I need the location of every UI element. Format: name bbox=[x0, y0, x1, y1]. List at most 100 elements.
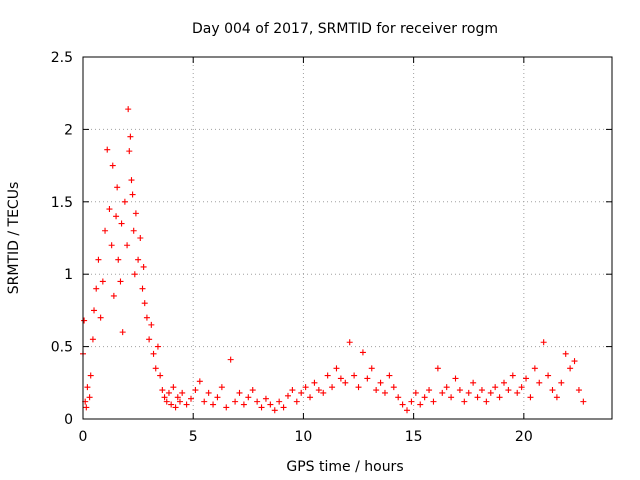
data-point bbox=[140, 263, 147, 270]
data-point bbox=[307, 394, 314, 401]
data-point bbox=[118, 220, 125, 227]
data-point bbox=[245, 394, 252, 401]
grid-lines bbox=[83, 57, 612, 419]
y-tick-label: 2 bbox=[64, 122, 73, 138]
data-point bbox=[386, 372, 393, 379]
x-tick-label: 0 bbox=[79, 429, 88, 445]
x-tick-label: 15 bbox=[405, 429, 423, 445]
data-point bbox=[359, 349, 366, 356]
data-point bbox=[390, 384, 397, 391]
data-point bbox=[159, 387, 166, 394]
data-point bbox=[210, 401, 217, 408]
x-tick-label: 5 bbox=[189, 429, 198, 445]
data-point bbox=[355, 384, 362, 391]
data-point bbox=[377, 379, 384, 386]
data-point bbox=[152, 365, 159, 372]
data-point bbox=[183, 401, 190, 408]
data-point bbox=[196, 378, 203, 385]
data-point bbox=[258, 404, 265, 411]
data-point bbox=[575, 387, 582, 394]
data-point bbox=[91, 307, 98, 314]
data-point bbox=[109, 162, 116, 169]
x-tick-label: 20 bbox=[515, 429, 533, 445]
y-tick-label: 0 bbox=[64, 412, 73, 428]
data-point bbox=[262, 395, 269, 402]
data-point bbox=[148, 321, 155, 328]
data-point bbox=[518, 384, 525, 391]
data-points bbox=[80, 106, 587, 414]
data-point bbox=[168, 401, 175, 408]
y-tick-label: 1.5 bbox=[51, 195, 73, 211]
data-point bbox=[527, 394, 534, 401]
data-point bbox=[553, 394, 560, 401]
data-point bbox=[452, 375, 459, 382]
data-point bbox=[83, 404, 90, 411]
data-point bbox=[108, 242, 115, 249]
data-point bbox=[87, 372, 94, 379]
data-point bbox=[549, 387, 556, 394]
data-point bbox=[567, 365, 574, 372]
data-point bbox=[165, 389, 172, 396]
data-point bbox=[97, 314, 104, 321]
data-point bbox=[84, 384, 91, 391]
data-point bbox=[93, 285, 100, 292]
data-point bbox=[571, 358, 578, 365]
data-point bbox=[205, 389, 212, 396]
x-axis-title: GPS time / hours bbox=[286, 459, 403, 475]
data-point bbox=[408, 398, 415, 405]
data-point bbox=[176, 398, 183, 405]
data-point bbox=[161, 394, 168, 401]
data-point bbox=[487, 389, 494, 396]
data-point bbox=[174, 394, 181, 401]
data-point bbox=[170, 384, 177, 391]
data-point bbox=[223, 404, 230, 411]
data-point bbox=[121, 198, 128, 205]
data-point bbox=[439, 389, 446, 396]
data-point bbox=[95, 256, 102, 263]
data-point bbox=[373, 387, 380, 394]
data-point bbox=[110, 292, 117, 299]
data-point bbox=[470, 379, 477, 386]
data-point bbox=[267, 401, 274, 408]
data-point bbox=[417, 401, 424, 408]
data-point bbox=[143, 314, 150, 321]
data-point bbox=[125, 106, 132, 113]
chart-title: Day 004 of 2017, SRMTID for receiver rog… bbox=[192, 21, 498, 37]
data-point bbox=[188, 395, 195, 402]
data-point bbox=[404, 407, 411, 414]
data-point bbox=[434, 365, 441, 372]
data-point bbox=[127, 133, 134, 140]
data-point bbox=[523, 375, 530, 382]
data-point bbox=[315, 387, 322, 394]
data-point bbox=[540, 339, 547, 346]
data-point bbox=[240, 401, 247, 408]
data-point bbox=[456, 387, 463, 394]
data-point bbox=[128, 177, 135, 184]
data-point bbox=[580, 398, 587, 405]
data-point bbox=[426, 387, 433, 394]
data-point bbox=[81, 317, 88, 324]
data-point bbox=[115, 256, 122, 263]
data-point bbox=[139, 285, 146, 292]
data-point bbox=[154, 343, 161, 350]
axis-ticks: 0 5 10 15 20 0 0.5 1 1.5 2 2.5 bbox=[51, 50, 612, 445]
data-point bbox=[483, 398, 490, 405]
x-tick-label: 10 bbox=[295, 429, 313, 445]
data-point bbox=[99, 278, 106, 285]
data-point bbox=[126, 148, 133, 155]
data-point bbox=[227, 356, 234, 363]
data-point bbox=[430, 398, 437, 405]
data-point bbox=[157, 372, 164, 379]
data-point bbox=[461, 398, 468, 405]
data-point bbox=[337, 375, 344, 382]
y-tick-label: 1 bbox=[64, 267, 73, 283]
data-point bbox=[192, 387, 199, 394]
data-point bbox=[163, 398, 170, 405]
data-point bbox=[117, 278, 124, 285]
data-point bbox=[106, 206, 113, 213]
data-point bbox=[276, 398, 283, 405]
data-point bbox=[324, 372, 331, 379]
data-point bbox=[130, 227, 137, 234]
data-point bbox=[89, 336, 96, 343]
